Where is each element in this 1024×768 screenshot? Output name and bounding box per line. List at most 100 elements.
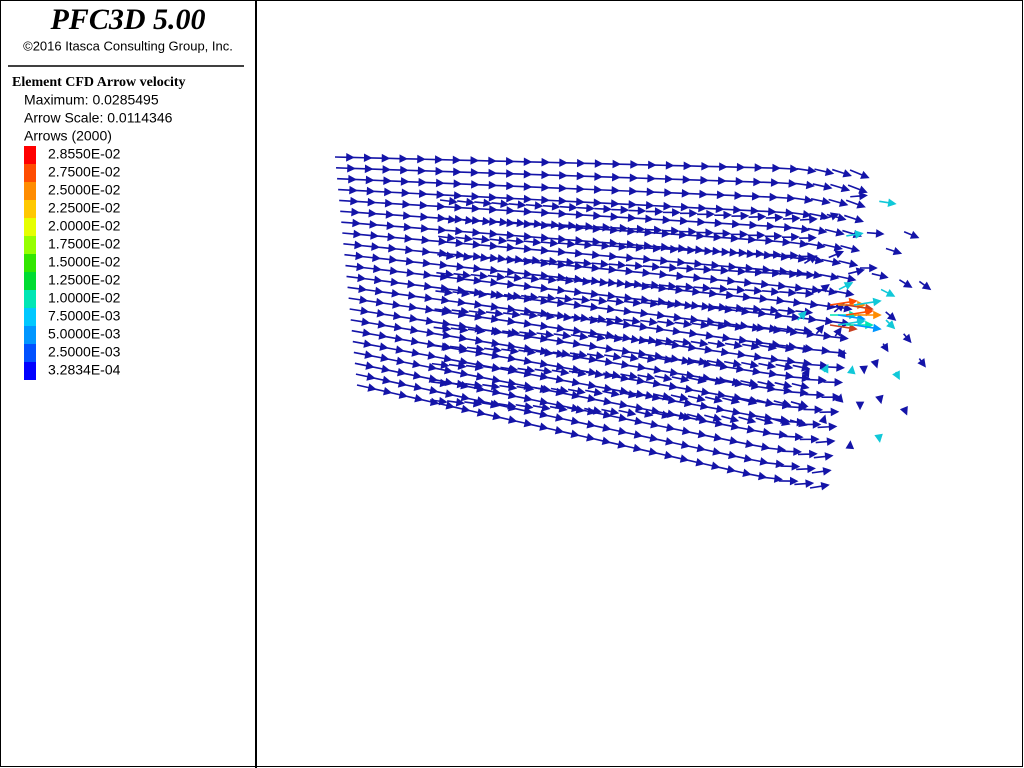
legend-swatch: [24, 182, 36, 200]
arrow: [643, 244, 662, 253]
arrow: [582, 198, 603, 207]
arrow: [642, 365, 663, 374]
arrow: [638, 354, 657, 363]
arrow: [584, 406, 603, 415]
arrow: [529, 359, 549, 368]
arrow: [653, 450, 674, 460]
arrow: [774, 371, 795, 380]
arrow: [652, 201, 673, 211]
arrow: [428, 260, 449, 270]
arrow: [445, 274, 466, 283]
arrow: [436, 269, 455, 279]
arrow: [688, 375, 707, 385]
arrow: [705, 190, 726, 200]
arrow: [777, 325, 796, 334]
arrow: [635, 187, 656, 197]
arrow: [619, 390, 638, 399]
arrow: [545, 362, 566, 371]
arrow: [653, 174, 674, 184]
arrow: [813, 452, 834, 461]
arrow: [707, 339, 726, 349]
arrow: [467, 326, 486, 335]
arrow: [622, 443, 643, 453]
arrow: [880, 342, 889, 353]
arrow: [807, 226, 828, 235]
arrow: [620, 371, 639, 381]
arrow: [547, 209, 568, 218]
arrow: [600, 186, 621, 195]
arrow: [344, 251, 365, 261]
arrow: [774, 208, 795, 217]
arrow: [691, 373, 712, 382]
arrow: [402, 382, 423, 392]
arrow: [411, 247, 431, 256]
arrow: [564, 210, 585, 219]
arrow: [803, 255, 818, 265]
arrow: [845, 307, 874, 317]
arrow: [824, 228, 845, 237]
arrow: [575, 420, 596, 429]
arrow: [572, 295, 591, 304]
arrow: [522, 256, 541, 265]
arrow: [352, 153, 373, 163]
arrow: [709, 302, 728, 312]
arrow: [706, 358, 725, 367]
arrow: [353, 350, 374, 359]
arrow: [723, 191, 744, 200]
arrow: [562, 326, 583, 335]
arrow: [614, 266, 635, 276]
arrow: [810, 197, 831, 206]
arrow: [671, 175, 692, 184]
arrow: [368, 342, 389, 351]
arrow: [541, 220, 560, 229]
arrow: [596, 291, 617, 301]
arrow: [443, 203, 464, 212]
arrow: [586, 351, 605, 360]
arrow: [722, 205, 742, 215]
arrow: [743, 163, 764, 172]
arrow: [360, 242, 381, 251]
arrow: [624, 403, 645, 412]
arrow: [797, 449, 818, 459]
arrow: [815, 324, 825, 335]
arrow: [690, 387, 711, 396]
arrow: [684, 457, 705, 467]
arrow: [781, 251, 799, 260]
arrow: [552, 349, 571, 358]
arrow: [359, 231, 380, 240]
legend-label: 2.5000E-03: [48, 344, 121, 360]
arrow: [578, 328, 599, 338]
arrow: [479, 278, 500, 287]
legend-label: 7.5000E-03: [48, 308, 121, 324]
arrow: [772, 223, 793, 232]
arrow: [782, 298, 803, 307]
legend-swatch: [24, 272, 36, 290]
arrow: [450, 392, 471, 402]
arrow: [342, 229, 363, 239]
arrow: [823, 377, 844, 387]
arrow: [425, 202, 446, 211]
arrow: [495, 230, 516, 240]
arrow: [516, 383, 535, 393]
arrow: [764, 231, 783, 241]
arrow: [687, 203, 707, 213]
arrow: [486, 290, 505, 300]
arrow: [415, 328, 436, 337]
arrow: [614, 253, 635, 262]
arrow: [379, 277, 400, 287]
arrow: [512, 269, 533, 278]
arrow: [700, 461, 721, 470]
arrow: [725, 322, 744, 331]
arrow: [536, 330, 555, 339]
arrow: [606, 297, 625, 306]
arrow: [438, 215, 457, 224]
arrow: [385, 356, 406, 366]
arrow: [378, 255, 398, 264]
arrow: [391, 199, 412, 209]
arrow: [645, 324, 666, 334]
arrow: [685, 443, 706, 453]
legend-label: 2.2500E-02: [48, 200, 121, 216]
arrow: [529, 271, 550, 280]
arrow: [484, 327, 503, 336]
arrow: [660, 263, 678, 272]
